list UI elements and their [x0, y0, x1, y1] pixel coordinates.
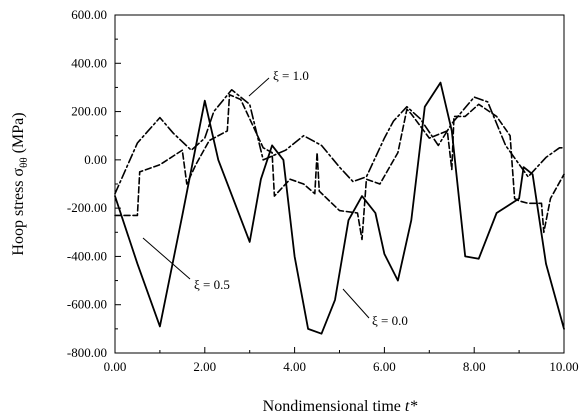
series-layer — [114, 81, 565, 335]
x-tick-label: 8.00 — [463, 359, 486, 374]
y-tick-label: 0.00 — [84, 152, 107, 167]
x-tick-label: 10.00 — [549, 359, 578, 374]
annotation-xi-05: ξ = 0.5 — [194, 277, 230, 292]
x-tick-label: 0.00 — [104, 359, 127, 374]
x-tick-label: 4.00 — [283, 359, 306, 374]
y-tick-label: -200.00 — [67, 200, 107, 215]
annotation-leader-xi-0 — [342, 288, 370, 319]
x-axis-title: Nondimensional time t* — [263, 398, 418, 415]
x-tick-label: 6.00 — [373, 359, 396, 374]
y-tick-label: -400.00 — [67, 248, 107, 263]
series-line-xi-1 — [114, 89, 565, 195]
y-tick-label: 400.00 — [71, 55, 107, 70]
y-axis-title: Hoop stress σθθ (MPa) — [10, 112, 30, 255]
x-tick-label: 2.00 — [193, 359, 216, 374]
plot-frame — [114, 14, 565, 354]
y-tick-label: -600.00 — [67, 297, 107, 312]
y-tick-label: -800.00 — [67, 345, 107, 360]
y-tick-label: 600.00 — [71, 7, 107, 22]
annotation-xi-1: ξ = 1.0 — [273, 68, 309, 83]
annotations: ξ = 1.0 ξ = 0.5 ξ = 0.0 — [142, 68, 408, 328]
annotation-leader-xi-1 — [248, 77, 270, 97]
series-line-xi-0 — [114, 81, 565, 335]
annotation-xi-0: ξ = 0.0 — [372, 313, 408, 328]
axis-ticks: 0.00 2.00 4.00 6.00 8.00 10.00 600.00 400.00 200… — [67, 7, 579, 374]
y-tick-label: 200.00 — [71, 104, 107, 119]
series-line-xi-05 — [114, 93, 565, 241]
annotation-leader-xi-05 — [142, 237, 191, 280]
